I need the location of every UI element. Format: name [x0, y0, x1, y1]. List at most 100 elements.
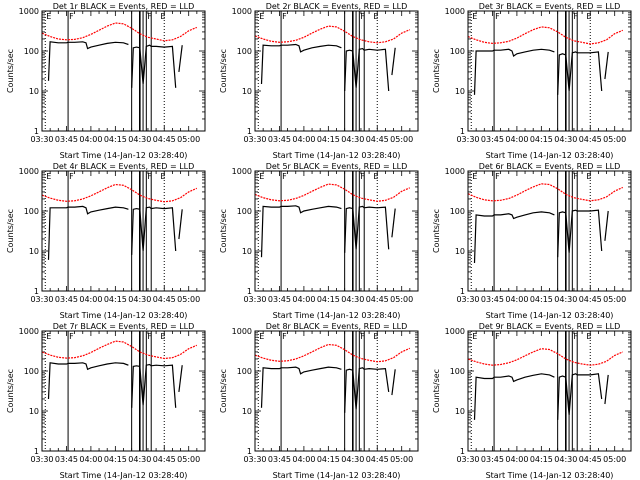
plot-frame	[254, 170, 419, 292]
x-tick-label: 05:00	[177, 455, 200, 464]
y-tick-label: 100	[24, 207, 39, 216]
plot-frame	[254, 10, 419, 132]
marker-f: F	[147, 332, 152, 341]
x-tick-label: 04:30	[128, 295, 151, 304]
detector-chart-8: Det 8r BLACK = Events, RED = LLD Counts/s…	[219, 322, 419, 480]
plot-frame	[41, 170, 206, 292]
marker-f: F	[69, 12, 74, 21]
lld-series-line	[468, 348, 624, 366]
marker-f: F	[147, 172, 152, 181]
marker-e: E	[259, 12, 264, 21]
events-series-line	[557, 373, 603, 420]
x-tick-label: 05:00	[390, 455, 413, 464]
x-tick-label: 03:30	[243, 295, 266, 304]
y-tick-label: 10	[29, 247, 39, 256]
marker-e: E	[373, 172, 378, 181]
y-tick-label: 1	[34, 447, 39, 456]
plot-frame	[41, 10, 206, 132]
marker-f: F	[573, 12, 578, 21]
y-axis-label: Counts/sec	[219, 49, 228, 93]
x-axis-label: Start Time (14-Jan-12 03:28:40)	[273, 471, 401, 480]
detector-chart-6: Det 6r BLACK = Events, RED = LLD Counts/s…	[432, 162, 632, 320]
events-series-line	[557, 209, 603, 258]
y-tick-label: 10	[242, 247, 252, 256]
y-tick-label: 10	[455, 407, 465, 416]
y-tick-label: 1	[247, 127, 252, 136]
x-tick-label: 04:30	[554, 455, 577, 464]
x-axis-label: Start Time (14-Jan-12 03:28:40)	[273, 151, 401, 160]
x-tick-label: 03:45	[55, 135, 78, 144]
y-tick-label: 1000	[232, 167, 252, 176]
x-tick-label: 04:30	[341, 455, 364, 464]
events-series-line	[281, 43, 342, 53]
x-tick-label: 05:00	[603, 135, 626, 144]
x-tick-label: 03:45	[268, 135, 291, 144]
events-series-line	[391, 47, 396, 76]
y-axis-label: Counts/sec	[432, 49, 441, 93]
marker-f: F	[282, 332, 287, 341]
y-tick-label: 10	[29, 407, 39, 416]
marker-e: E	[472, 172, 477, 181]
events-series-line	[473, 214, 495, 264]
x-tick-label: 03:30	[456, 295, 479, 304]
lld-series-line	[42, 183, 198, 203]
x-tick-label: 04:15	[104, 135, 127, 144]
marker-f: F	[495, 332, 500, 341]
x-tick-label: 03:45	[55, 455, 78, 464]
x-tick-label: 05:00	[177, 135, 200, 144]
marker-e: E	[586, 332, 591, 341]
events-series-line	[260, 367, 282, 408]
lld-series-line	[255, 25, 411, 44]
x-tick-label: 05:00	[603, 295, 626, 304]
detector-panel-3: Det 3r BLACK = Events, RED = LLD Counts/s…	[426, 0, 639, 160]
chart-title: Det 7r BLACK = Events, RED = LLD	[53, 322, 195, 331]
plot-frame	[467, 170, 632, 292]
y-tick-label: 10	[455, 247, 465, 256]
detector-chart-7: Det 7r BLACK = Events, RED = LLD Counts/s…	[6, 322, 206, 480]
detector-panel-2: Det 2r BLACK = Events, RED = LLD Counts/s…	[213, 0, 426, 160]
marker-f: F	[573, 332, 578, 341]
marker-e: E	[472, 332, 477, 341]
y-axis-label: Counts/sec	[432, 209, 441, 253]
detector-chart-5: Det 5r BLACK = Events, RED = LLD Counts/s…	[219, 162, 419, 320]
x-tick-label: 04:00	[292, 295, 315, 304]
plot-frame	[254, 330, 419, 452]
events-series-line	[494, 373, 555, 383]
x-tick-label: 04:45	[366, 455, 389, 464]
x-tick-label: 04:15	[530, 135, 553, 144]
y-tick-label: 1	[247, 287, 252, 296]
x-tick-label: 04:00	[292, 455, 315, 464]
x-axis-label: Start Time (14-Jan-12 03:28:40)	[486, 151, 614, 160]
marker-e: E	[46, 12, 51, 21]
marker-e: E	[472, 12, 477, 21]
x-tick-label: 04:45	[579, 295, 602, 304]
y-tick-label: 100	[450, 367, 465, 376]
x-axis-label: Start Time (14-Jan-12 03:28:40)	[486, 471, 614, 480]
x-tick-label: 03:45	[481, 455, 504, 464]
x-tick-label: 04:15	[317, 295, 340, 304]
y-tick-label: 10	[242, 87, 252, 96]
marker-e: E	[46, 172, 51, 181]
detector-panel-4: Det 4r BLACK = Events, RED = LLD Counts/s…	[0, 160, 213, 320]
x-tick-label: 03:45	[481, 295, 504, 304]
y-tick-label: 1	[34, 127, 39, 136]
events-series-line	[47, 206, 69, 260]
x-tick-label: 03:30	[30, 135, 53, 144]
events-series-line	[604, 210, 609, 241]
marker-f: F	[69, 172, 74, 181]
events-series-line	[68, 362, 129, 371]
x-tick-label: 04:30	[128, 135, 151, 144]
x-tick-label: 03:45	[268, 295, 291, 304]
detector-panel-9: Det 9r BLACK = Events, RED = LLD Counts/s…	[426, 320, 639, 480]
plot-frame	[41, 330, 206, 452]
x-tick-label: 04:00	[292, 135, 315, 144]
marker-f: F	[360, 172, 365, 181]
x-axis-label: Start Time (14-Jan-12 03:28:40)	[486, 311, 614, 320]
detector-panel-8: Det 8r BLACK = Events, RED = LLD Counts/s…	[213, 320, 426, 480]
y-tick-label: 10	[455, 87, 465, 96]
marker-f: F	[573, 172, 578, 181]
y-tick-label: 100	[237, 207, 252, 216]
y-axis-label: Counts/sec	[6, 369, 15, 413]
detector-panel-6: Det 6r BLACK = Events, RED = LLD Counts/s…	[426, 160, 639, 320]
